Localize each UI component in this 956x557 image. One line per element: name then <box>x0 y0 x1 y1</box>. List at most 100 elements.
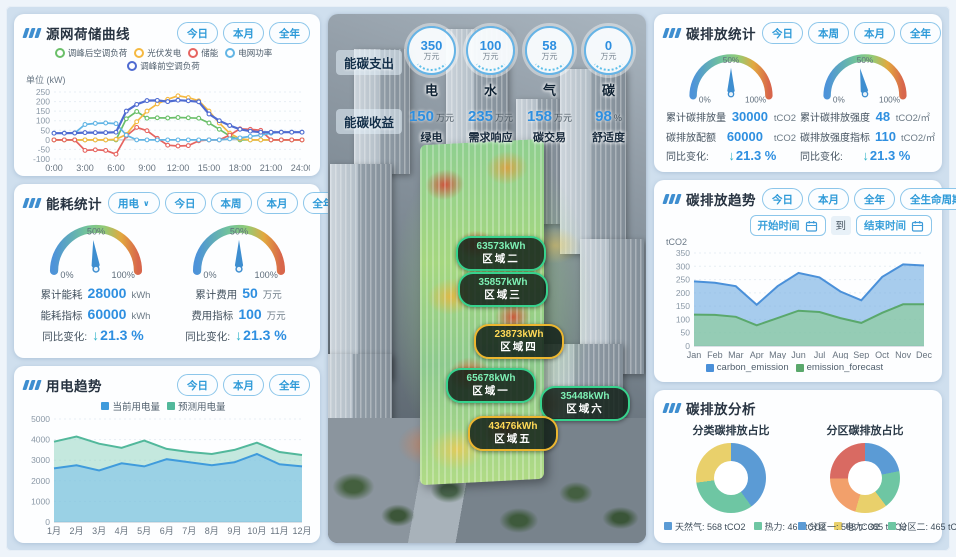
panel-title: 源网荷储曲线 <box>46 27 130 42</box>
stat-row: 同比变化: ↓21.3 % <box>42 327 144 343</box>
svg-text:0%: 0% <box>699 95 712 104</box>
income-label: 碳交易 <box>533 131 566 144</box>
svg-text:50%: 50% <box>857 56 874 65</box>
zone-label-区域五[interactable]: 43476kWh 区域五 <box>468 416 558 451</box>
svg-text:100%: 100% <box>879 95 901 104</box>
legend-item[interactable]: 储能 <box>188 47 218 59</box>
panel-carbon-analysis: 碳排放分析 分类碳排放占比 天然气: 568 tCO2 热力: 465 tCO2 电… <box>654 389 956 543</box>
filter-button-今日[interactable]: 今日 <box>762 188 803 210</box>
stat-row: 同比变化: ↓21.3 % <box>800 148 911 163</box>
zone-name: 区域五 <box>494 433 532 445</box>
filter-button-全年[interactable]: 全年 <box>269 22 310 44</box>
legend-item[interactable]: 预测用电量 <box>167 399 226 413</box>
filter-button-今日[interactable]: 今日 <box>164 192 206 214</box>
filter-button-本周[interactable]: 本周 <box>808 22 849 44</box>
start-date-input[interactable]: 开始时间 <box>749 215 826 236</box>
stat-row: 同比变化: ↓21.3 % <box>185 327 287 343</box>
zone-name: 区域二 <box>482 253 520 265</box>
zone-label-区域一[interactable]: 65678kWh 区域一 <box>446 368 536 403</box>
svg-text:3000: 3000 <box>31 455 50 465</box>
svg-text:3月: 3月 <box>92 526 106 535</box>
panel-carbon-trend: 碳排放趋势 今日本月全年全生命周期 开始时间 到 结束时间 tCO2 0 50 10… <box>654 180 956 382</box>
svg-text:0%: 0% <box>833 95 846 104</box>
filter-button-本月[interactable]: 本月 <box>223 22 264 44</box>
filter-button-本周[interactable]: 本周 <box>210 192 252 214</box>
legend-item[interactable]: 光伏发电 <box>134 47 181 59</box>
panel-icon <box>662 28 670 38</box>
legend-item[interactable]: 当前用电量 <box>101 399 160 413</box>
filter-button-本月[interactable]: 本月 <box>808 188 849 210</box>
filter-button-本月[interactable]: 本月 <box>256 192 298 214</box>
svg-text:200: 200 <box>676 288 690 298</box>
expense-item-碳: 0 万元碳 <box>579 26 638 99</box>
trend-down-icon: ↓ <box>862 148 869 163</box>
legend-item[interactable]: 电网功率 <box>225 47 272 59</box>
stat-row: 费用指标 100 万元 <box>191 306 286 322</box>
income-value: 235 万元 <box>467 108 514 125</box>
svg-text:7月: 7月 <box>182 526 196 535</box>
svg-text:100: 100 <box>676 314 690 324</box>
gauge: 50% 0% 100% 累计能耗 28000 kWh 能耗指标 60000 kWh 同比变化… <box>24 218 167 346</box>
donut-legend: 天然气: 568 tCO2 热力: 465 tCO2 电力: 385 tCO2 <box>664 520 907 533</box>
panel-title: 能耗统计 <box>46 197 102 212</box>
zone-label-区域四[interactable]: 23873kWh 区域四 <box>474 324 564 359</box>
energy-type-dropdown[interactable]: 用电 ∨ <box>108 192 160 214</box>
panel-carbon-stats: 碳排放统计 今日 本周 本月 全年 50% 0% 100% 累计碳排放量 30000 tC… <box>654 14 942 172</box>
chart-legend: carbon_emission emission_forecast <box>664 362 932 373</box>
income-value: 150 万元 <box>408 108 455 125</box>
svg-text:5月: 5月 <box>137 526 151 535</box>
zone-label-区域三[interactable]: 35857kWh 区域三 <box>458 272 548 307</box>
svg-text:Apr: Apr <box>750 350 764 359</box>
chart-legend: 调峰后空调负荷 光伏发电 储能 电网功率调峰前空调负荷 <box>24 47 310 72</box>
legend-item[interactable]: carbon_emission <box>705 362 789 373</box>
end-date-input[interactable]: 结束时间 <box>856 215 932 236</box>
filter-button-本月[interactable]: 本月 <box>854 22 895 44</box>
zone-label-区域六[interactable]: 35448kWh 区域六 <box>540 386 630 421</box>
income-item-需求响应: 235 万元需求响应 <box>461 108 520 145</box>
svg-text:150: 150 <box>676 301 690 311</box>
filter-button-今日[interactable]: 今日 <box>177 22 218 44</box>
expense-circle: 350 万元 <box>407 26 456 75</box>
panel-electricity-trend: 用电趋势 今日 本月 全年 当前用电量 预测用电量 0 1000 2000 3000 4000… <box>14 366 320 543</box>
legend-item[interactable]: 调峰前空调负荷 <box>127 60 200 72</box>
zone-label-区域二[interactable]: 63573kWh 区域二 <box>456 236 546 271</box>
gauge-group: 50% 0% 100% 累计能耗 28000 kWh 能耗指标 60000 kWh 同比变化… <box>24 218 310 346</box>
legend-swatch <box>798 522 806 530</box>
svg-text:1月: 1月 <box>47 526 61 535</box>
svg-text:-50: -50 <box>38 144 51 154</box>
svg-text:0: 0 <box>45 135 50 145</box>
svg-text:100%: 100% <box>745 95 767 104</box>
filter-button-今日[interactable]: 今日 <box>762 22 803 44</box>
legend-item[interactable]: emission_forecast <box>795 362 883 373</box>
filter-button-全年[interactable]: 全年 <box>269 374 310 396</box>
donut-title: 分类碳排放占比 <box>692 424 770 437</box>
svg-text:0%: 0% <box>203 270 216 280</box>
dropdown-value: 用电 <box>118 197 139 210</box>
svg-text:2月: 2月 <box>70 526 84 535</box>
chevron-down-icon: ∨ <box>143 198 150 208</box>
svg-text:50%: 50% <box>86 226 104 236</box>
income-label: 绿电 <box>420 131 443 144</box>
filter-button-全生命周期[interactable]: 全生命周期 <box>900 188 956 210</box>
income-label: 需求响应 <box>468 131 513 144</box>
zone-name: 区域四 <box>500 341 538 353</box>
stat-row: 累计能耗 28000 kWh <box>40 285 151 301</box>
income-cells: 150 万元 绿电 235 万元 需求响应 158 万元 碳交易 98% 舒适度 <box>402 108 638 145</box>
svg-text:50: 50 <box>41 125 51 135</box>
source-grid-line-chart: -100 -50 0 50 100 150 200 250 0:00 3:00 6:00 9:00 12… <box>24 86 313 173</box>
filter-button-今日[interactable]: 今日 <box>177 374 218 396</box>
expense-item-气: 58 万元气 <box>520 26 579 99</box>
time-filter-group: 用电 ∨ 今日 本周 本月 全年 <box>108 192 344 214</box>
expense-category: 电 <box>424 83 438 98</box>
legend-item[interactable]: 调峰后空调负荷 <box>54 47 127 59</box>
donut-legend-item: 电力: 385 tCO2 <box>834 520 907 533</box>
filter-button-全年[interactable]: 全年 <box>854 188 895 210</box>
expense-category: 碳 <box>601 83 615 98</box>
stat-row: 同比变化: ↓21.3 % <box>666 148 777 163</box>
donut-title: 分区碳排放占比 <box>826 424 904 437</box>
time-filter-group: 今日 本月 全年 <box>177 374 310 396</box>
filter-button-本月[interactable]: 本月 <box>223 374 264 396</box>
filter-button-全年[interactable]: 全年 <box>900 22 941 44</box>
legend-swatch <box>753 522 762 530</box>
svg-text:Dec: Dec <box>916 350 932 359</box>
